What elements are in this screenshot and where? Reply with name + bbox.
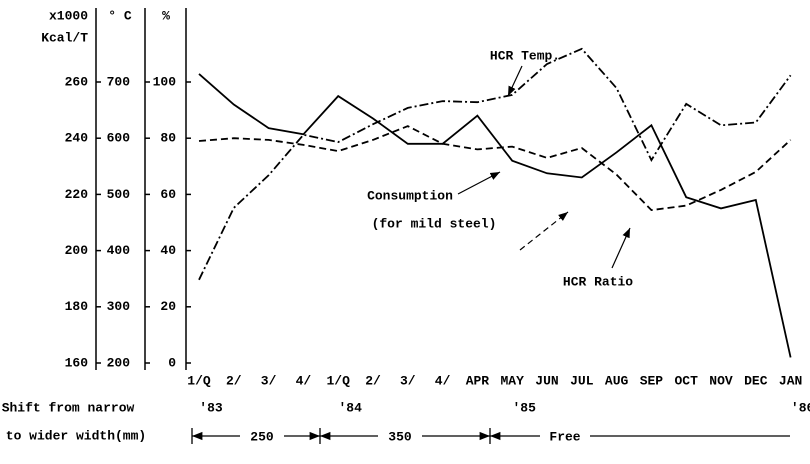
x-tick-label: 1/Q [187,373,211,388]
x-tick-label: MAY [500,373,524,388]
series-line [198,73,792,358]
tick-label: 180 [65,299,89,314]
tick-label: 80 [160,131,176,146]
series-line [198,47,792,281]
tick-label: 0 [168,355,176,370]
x-tick-label: JAN [779,373,802,388]
annotation-arrow [507,65,523,97]
tick-label: 200 [107,355,131,370]
series-line [198,125,792,212]
tick-label: 20 [160,299,176,314]
x-tick-label: OCT [674,373,698,388]
x-tick-label: 2/ [365,373,381,388]
annotation-arrow [611,227,631,269]
shift-label: to wider width(mm) [6,428,146,443]
y-label: Kcal/T [41,30,88,45]
annotation: (for mild steel) [372,216,497,231]
tick-label: 400 [107,243,131,258]
tick-label: 240 [65,131,89,146]
annotation: HCR Temp. [490,48,560,63]
tick-label: 100 [153,74,177,89]
tick-label: 40 [160,243,176,258]
x-tick-label: JUN [535,373,558,388]
x-tick-label: AUG [605,373,629,388]
y2-label: ° C [108,8,132,23]
x-tick-label: SEP [640,373,664,388]
tick-label: 60 [160,187,176,202]
x-tick-label: 1/Q [326,373,350,388]
tick-label: 160 [65,355,89,370]
x-tick-label: 3/ [400,373,416,388]
span-label: Free [549,429,580,444]
year-label: '84 [338,400,362,415]
x-tick-label: DEC [744,373,768,388]
x-tick-label: JUL [570,373,594,388]
tick-label: 260 [65,74,89,89]
year-label: '85 [512,400,536,415]
y3-label: % [162,8,170,23]
shift-label: Shift from narrow [2,400,135,415]
x-tick-label: 4/ [435,373,451,388]
span-arrows [191,428,790,444]
year-label: '86 [791,400,810,415]
year-label: '83 [199,400,223,415]
tick-label: 220 [65,187,89,202]
x-tick-label: 2/ [226,373,242,388]
x-tick-label: NOV [709,373,733,388]
tick-label: 700 [107,74,131,89]
x-tick-label: 4/ [296,373,312,388]
annotation: Consumption [367,188,453,203]
annotation-arrow [457,171,501,195]
tick-label: 500 [107,187,131,202]
x-tick-label: APR [466,373,490,388]
annotation-arrow [519,211,569,251]
span-label: 250 [250,429,274,444]
tick-label: 300 [107,299,131,314]
y-label: x1000 [49,8,88,23]
annotation: HCR Ratio [563,274,633,289]
tick-label: 600 [107,131,131,146]
span-label: 350 [388,429,412,444]
tick-label: 200 [65,243,89,258]
x-tick-label: 3/ [261,373,277,388]
